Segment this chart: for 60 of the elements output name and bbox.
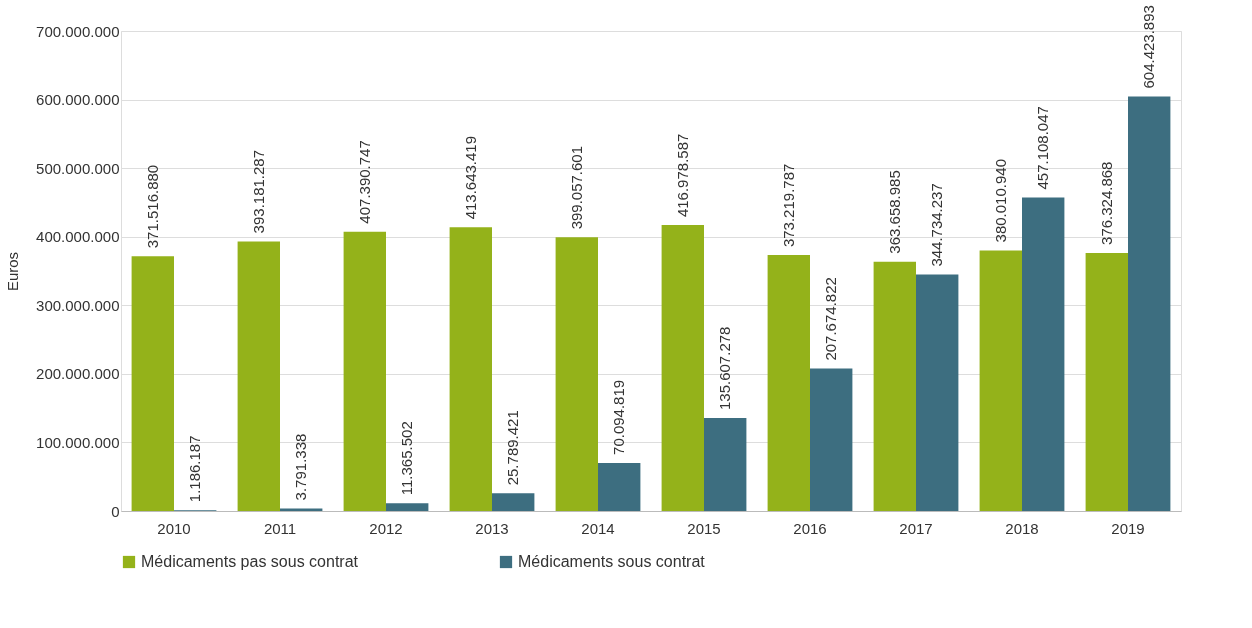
x-tick-label: 2019 xyxy=(1111,519,1145,537)
data-label: 457.108.047 xyxy=(1034,106,1052,190)
data-label: 380.010.940 xyxy=(991,159,1009,243)
legend-label: Médicaments pas sous contrat xyxy=(141,553,359,570)
x-tick-label: 2010 xyxy=(157,519,191,537)
x-tick-label: 2018 xyxy=(1005,519,1039,537)
bar xyxy=(449,227,492,511)
data-label: 363.658.985 xyxy=(885,170,903,254)
data-label: 413.643.419 xyxy=(461,135,479,220)
data-label: 1.186.187 xyxy=(186,435,204,503)
bar xyxy=(555,237,598,511)
bar xyxy=(1085,252,1128,511)
x-tick-label: 2014 xyxy=(581,519,615,537)
data-label: 416.978.587 xyxy=(673,133,691,218)
bar xyxy=(131,256,174,511)
bar xyxy=(492,493,535,511)
y-tick-label: 100.000.000 xyxy=(36,433,120,451)
data-label: 25.789.421 xyxy=(504,410,522,486)
bar xyxy=(916,274,959,511)
bar xyxy=(598,462,641,511)
x-tick-label: 2015 xyxy=(687,519,721,537)
bar xyxy=(704,418,747,511)
bar xyxy=(1128,96,1171,511)
data-label: 344.734.237 xyxy=(928,183,946,267)
data-label: 373.219.787 xyxy=(779,163,797,248)
data-label: 70.094.819 xyxy=(610,379,628,455)
bar xyxy=(661,225,704,511)
data-label: 399.057.601 xyxy=(567,145,585,230)
bar xyxy=(810,368,853,511)
bar xyxy=(343,231,386,511)
bar xyxy=(1022,197,1065,511)
x-tick-label: 2011 xyxy=(263,519,297,537)
data-label: 604.423.893 xyxy=(1140,5,1158,89)
y-tick-label: 200.000.000 xyxy=(36,365,120,383)
legend-label: Médicaments sous contrat xyxy=(518,553,706,570)
data-label: 393.181.287 xyxy=(249,149,267,234)
bar xyxy=(979,250,1022,511)
bar xyxy=(386,503,429,511)
x-tick-label: 2016 xyxy=(793,519,827,537)
y-tick-label: 600.000.000 xyxy=(36,91,120,109)
data-label: 135.607.278 xyxy=(716,326,734,411)
data-label: 207.674.822 xyxy=(822,277,840,361)
y-tick-label: 500.000.000 xyxy=(36,159,120,177)
x-tick-label: 2017 xyxy=(899,519,933,537)
x-tick-label: 2012 xyxy=(369,519,403,537)
y-axis-title: Euros xyxy=(4,251,22,292)
bar xyxy=(280,508,323,511)
data-label: 3.791.338 xyxy=(292,433,310,501)
data-label: 371.516.880 xyxy=(143,164,161,249)
data-label: 407.390.747 xyxy=(355,140,373,224)
data-label: 376.324.868 xyxy=(1097,161,1115,245)
y-tick-label: 700.000.000 xyxy=(36,22,120,40)
bar xyxy=(873,261,916,511)
y-tick-label: 300.000.000 xyxy=(36,296,120,314)
bar xyxy=(237,241,280,511)
y-tick-label: 400.000.000 xyxy=(36,228,120,246)
data-label: 11.365.502 xyxy=(398,421,416,496)
x-tick-label: 2013 xyxy=(475,519,509,537)
y-tick-label: 0 xyxy=(111,502,120,520)
bar xyxy=(767,255,810,511)
